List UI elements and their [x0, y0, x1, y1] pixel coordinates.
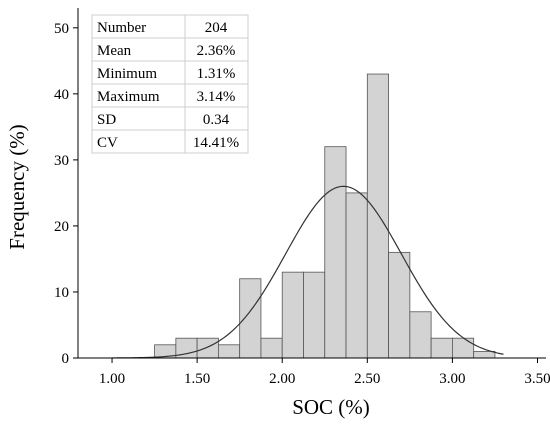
stats-table: Number 204 Mean 2.36% Minimum 1.31% Maximum 3.1…	[91, 14, 249, 154]
histogram-bar	[345, 192, 368, 359]
stats-value: 1.31%	[197, 66, 236, 82]
histogram-bar	[217, 344, 241, 359]
y-tick-label: 20	[54, 219, 69, 235]
histogram-bar	[303, 271, 326, 359]
y-tick-label: 10	[54, 285, 69, 301]
x-tick-label: 2.50	[354, 371, 380, 387]
y-tick-label: 30	[54, 153, 69, 169]
histogram-bar	[260, 337, 283, 359]
stats-value: 2.36%	[197, 43, 236, 59]
x-tick-label: 3.00	[439, 371, 465, 387]
x-tick-label: 1.50	[184, 371, 210, 387]
histogram-bar	[473, 350, 496, 359]
stats-value: 3.14%	[197, 89, 236, 105]
normal-curve	[112, 185, 504, 359]
histogram-bar	[451, 337, 475, 359]
stats-label: Minimum	[97, 66, 157, 82]
stats-label: Maximum	[97, 89, 160, 105]
stats-label: Mean	[97, 43, 132, 59]
stats-value: 0.34	[203, 112, 230, 128]
histogram-bar	[430, 337, 453, 359]
stats-table-rows: Number 204 Mean 2.36% Minimum 1.31% Maximum 3.1…	[92, 20, 248, 151]
y-tick-label: 40	[54, 87, 69, 103]
histogram-bar	[281, 271, 304, 359]
x-tick-label: 3.50	[524, 371, 550, 387]
y-tick-label: 50	[54, 21, 69, 37]
y-axis-ticks: 0 10 20 30 40 50	[54, 21, 78, 367]
histogram-bar	[388, 251, 411, 359]
histogram-bar	[366, 73, 389, 359]
stats-label: SD	[97, 112, 116, 128]
stats-label: CV	[97, 135, 118, 151]
histogram-bar	[324, 146, 347, 359]
histogram-bars	[154, 73, 496, 359]
x-axis-ticks: 1.00 1.50 2.00 2.50 3.00 3.50	[99, 358, 550, 387]
x-tick-label: 1.00	[99, 371, 125, 387]
x-tick-label: 2.00	[269, 371, 295, 387]
histogram-bar	[239, 278, 262, 359]
x-axis-title: SOC (%)	[292, 395, 370, 419]
histogram-bar	[409, 311, 432, 359]
stats-label: Number	[97, 20, 146, 36]
y-tick-label: 0	[62, 351, 70, 367]
y-axis-title: Frequency (%)	[5, 124, 29, 249]
stats-value: 14.41%	[193, 135, 239, 151]
histogram-bar	[196, 337, 219, 359]
stats-value: 204	[205, 20, 228, 36]
